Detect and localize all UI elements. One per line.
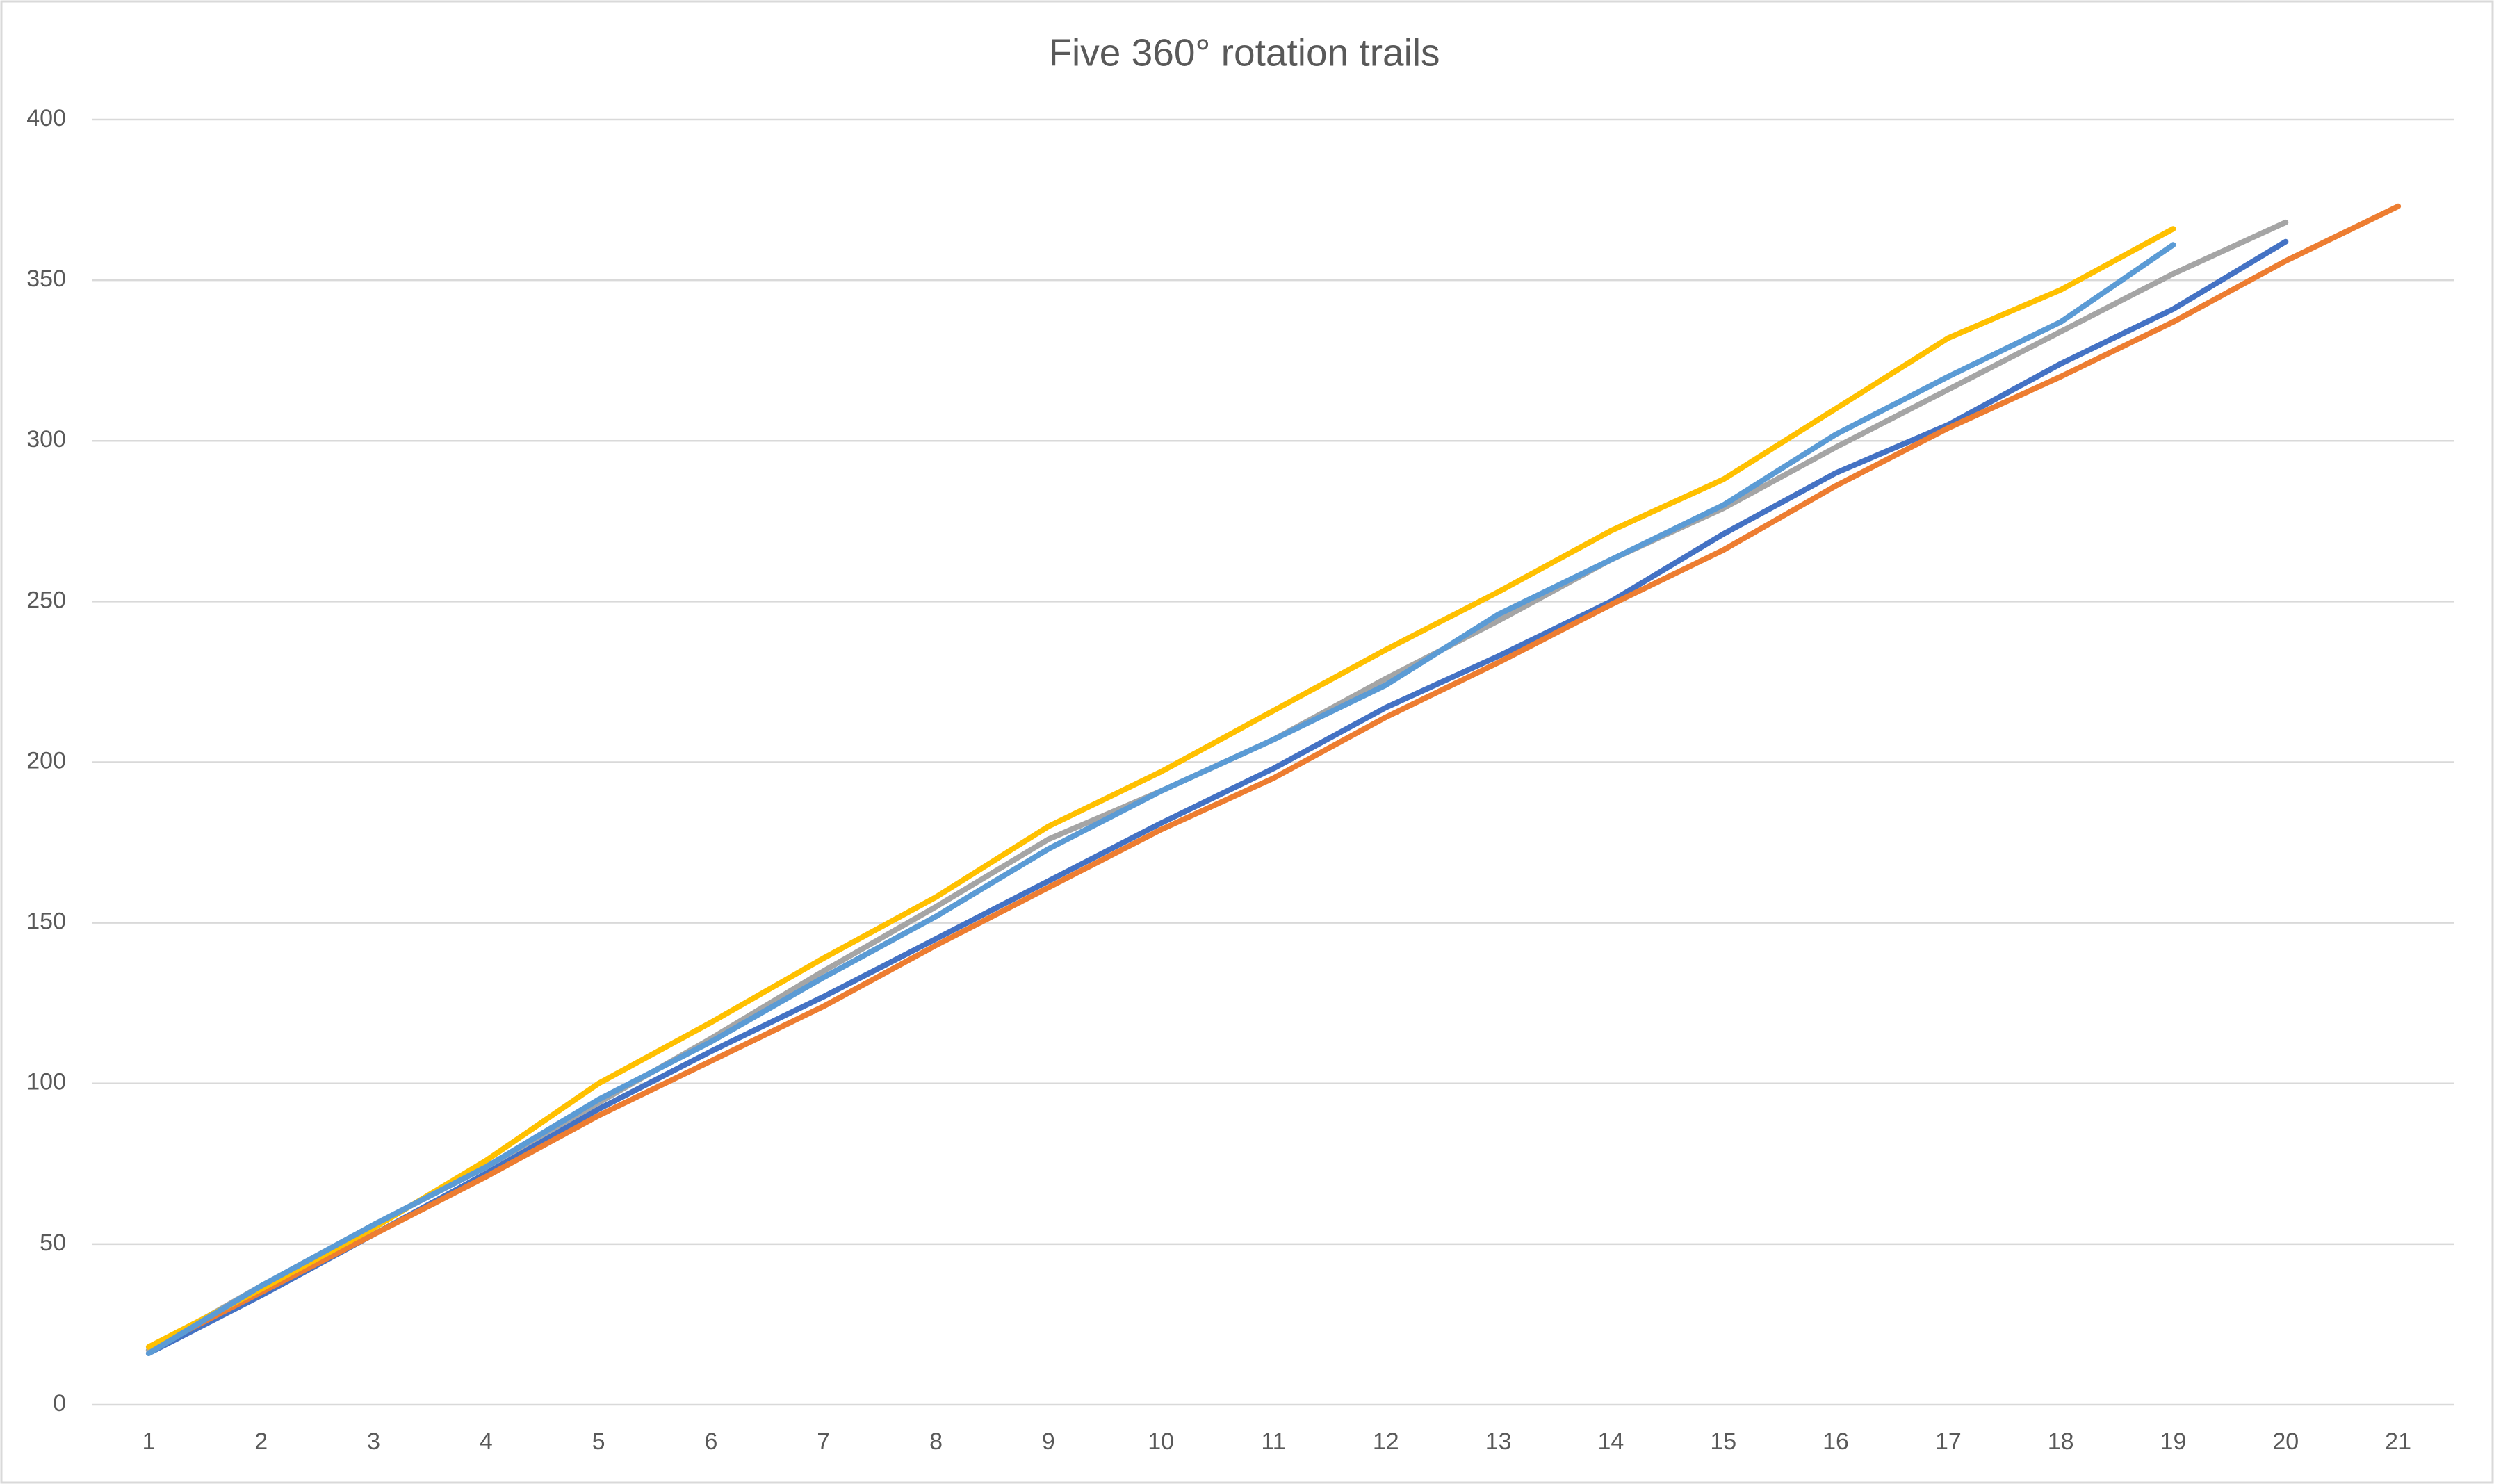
series-line — [145, 238, 2289, 1356]
x-tick-label: 17 — [1935, 1428, 1962, 1455]
x-tick-label: 9 — [1042, 1428, 1055, 1455]
y-tick-label: 200 — [26, 747, 66, 774]
x-tick-label: 18 — [2048, 1428, 2074, 1455]
x-tick-label: 4 — [480, 1428, 493, 1455]
y-tick-label: 400 — [26, 105, 66, 131]
x-tick-label: 21 — [2385, 1428, 2411, 1455]
x-tick-label: 6 — [704, 1428, 717, 1455]
x-tick-label: 7 — [817, 1428, 830, 1455]
x-tick-label: 14 — [1598, 1428, 1624, 1455]
x-tick-label: 20 — [2272, 1428, 2299, 1455]
x-tick-label: 12 — [1373, 1428, 1399, 1455]
chart-title: Five 360° rotation trails — [1048, 31, 1440, 74]
x-tick-label: 13 — [1485, 1428, 1512, 1455]
x-tick-label: 3 — [367, 1428, 380, 1455]
x-tick-label: 10 — [1148, 1428, 1174, 1455]
y-tick-label: 300 — [26, 426, 66, 452]
x-tick-label: 16 — [1823, 1428, 1849, 1455]
x-tick-label: 1 — [142, 1428, 155, 1455]
y-tick-label: 350 — [26, 266, 66, 292]
y-tick-label: 100 — [26, 1069, 66, 1095]
x-tick-label: 8 — [929, 1428, 943, 1455]
x-tick-label: 5 — [592, 1428, 605, 1455]
y-tick-label: 250 — [26, 587, 66, 613]
x-tick-label: 15 — [1710, 1428, 1736, 1455]
series-line — [145, 242, 2176, 1356]
x-tick-label: 11 — [1261, 1428, 1285, 1455]
y-tick-label: 0 — [53, 1390, 66, 1417]
x-tick-label: 2 — [254, 1428, 268, 1455]
y-tick-label: 50 — [40, 1230, 66, 1256]
x-tick-label: 19 — [2160, 1428, 2187, 1455]
series-line — [145, 203, 2402, 1353]
y-tick-label: 150 — [26, 908, 66, 935]
series-line — [145, 226, 2176, 1350]
